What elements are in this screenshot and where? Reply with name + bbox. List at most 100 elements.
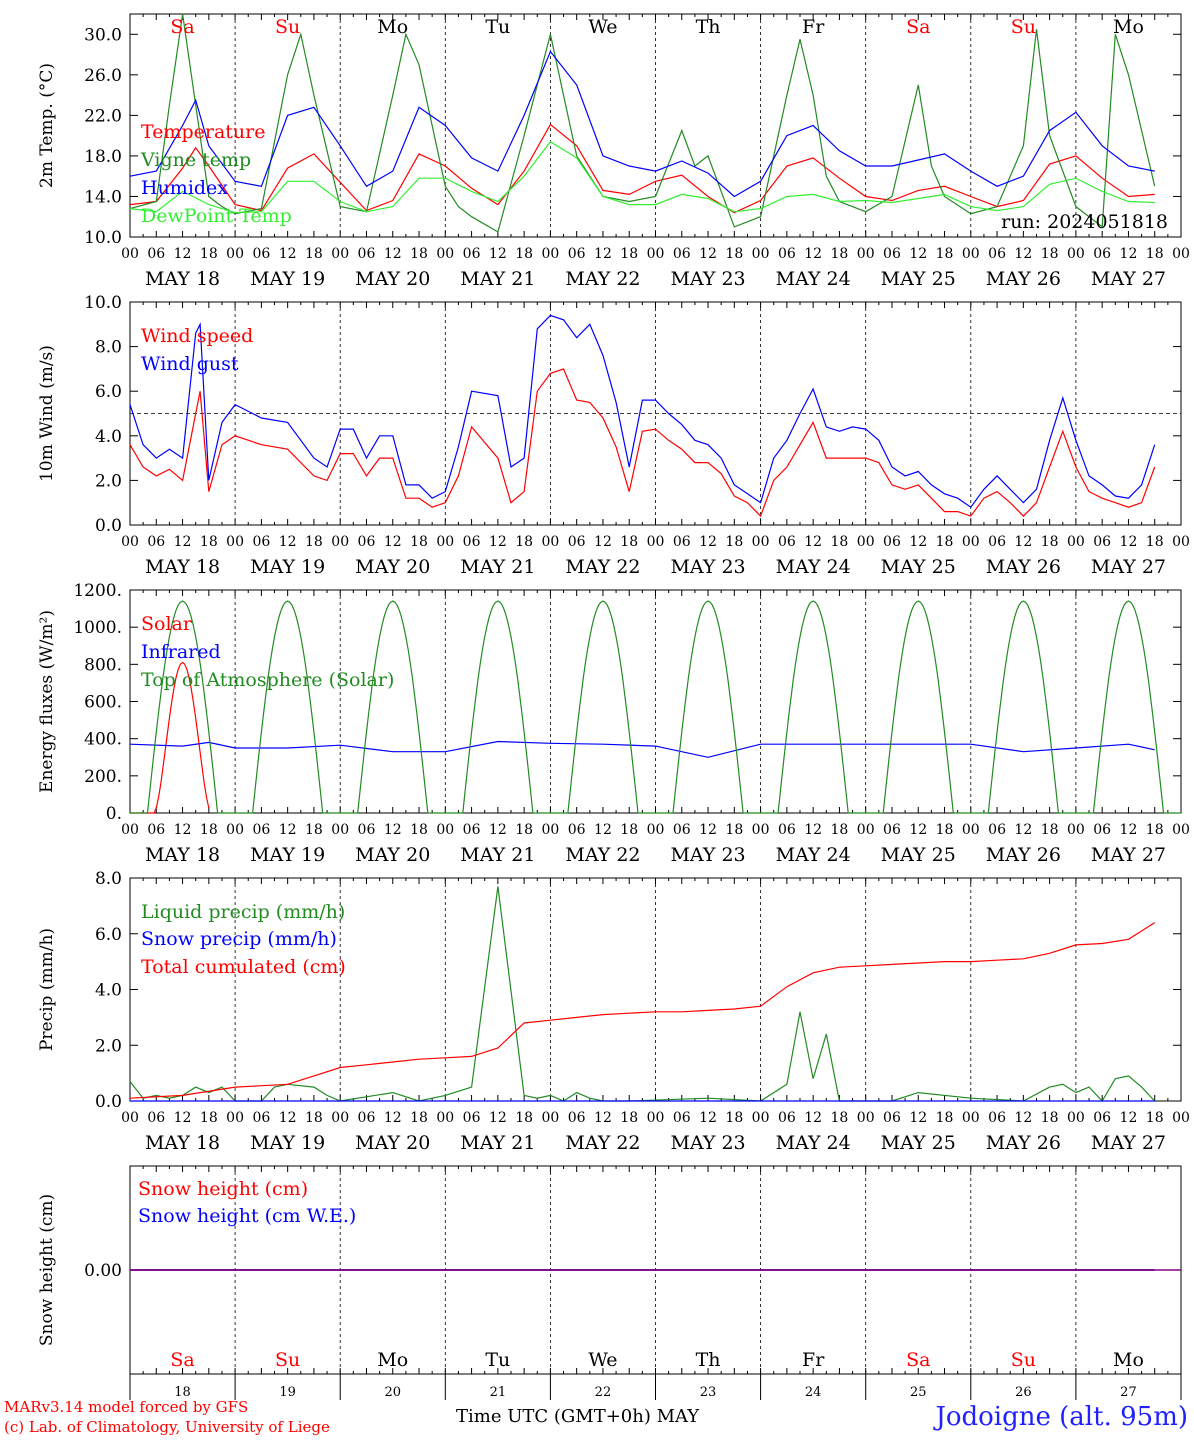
panel-frame	[129, 589, 1182, 814]
legend-entry: DewPoint Temp	[141, 205, 292, 227]
hour-tick-label: 12	[384, 1110, 402, 1126]
hour-tick-label: 12	[594, 534, 612, 550]
legend-entry: Top of Atmosphere (Solar)	[141, 669, 394, 691]
day-number-label: 26	[1015, 1385, 1032, 1400]
legend-entry: Wind gust	[141, 353, 239, 375]
hour-tick-label: 12	[594, 1110, 612, 1126]
date-label: MAY 18	[145, 844, 220, 866]
hour-tick-label: 12	[699, 534, 717, 550]
hour-tick-label: 18	[831, 534, 849, 550]
y-tick-label: 10.0	[84, 293, 122, 313]
y-tick-label: 2.0	[95, 471, 122, 491]
hour-tick-label: 00	[226, 534, 244, 550]
y-axis-label: 2m Temp. (°C)	[37, 63, 57, 188]
hour-tick-label: 06	[778, 1110, 796, 1126]
hour-tick-label: 06	[778, 246, 796, 262]
hour-tick-label: 12	[1014, 1110, 1032, 1126]
y-tick-label: 0.0	[95, 516, 122, 536]
lab-credit: (c) Lab. of Climatology, University of L…	[4, 1418, 330, 1436]
date-label: MAY 24	[776, 1132, 851, 1154]
hour-tick-label: 00	[436, 534, 454, 550]
date-label: MAY 23	[670, 1132, 745, 1154]
y-tick-label: 10.0	[84, 228, 122, 248]
weekday-label: Su	[275, 1349, 300, 1371]
day-number-label: 27	[1120, 1385, 1137, 1400]
date-label: MAY 25	[881, 1132, 956, 1154]
date-label: MAY 26	[986, 556, 1061, 578]
y-tick-label: 200.	[84, 767, 122, 787]
weekday-label: We	[588, 16, 617, 38]
hour-tick-label: 18	[200, 822, 218, 838]
y-axis-label: 10m Wind (m/s)	[37, 345, 57, 482]
hour-tick-label: 12	[909, 822, 927, 838]
day-number-label: 21	[490, 1385, 507, 1400]
hour-tick-label: 18	[936, 1110, 954, 1126]
weekday-label: Su	[1011, 1349, 1036, 1371]
hour-tick-label: 12	[804, 534, 822, 550]
date-label: MAY 26	[986, 268, 1061, 290]
y-tick-label: 400.	[84, 730, 122, 750]
hour-tick-label: 18	[200, 246, 218, 262]
date-label: MAY 27	[1091, 844, 1166, 866]
date-label: MAY 21	[460, 844, 535, 866]
hour-tick-label: 00	[752, 822, 770, 838]
hour-tick-label: 00	[647, 822, 665, 838]
hour-tick-label: 00	[647, 534, 665, 550]
x-axis-title: Time UTC (GMT+0h) MAY	[456, 1406, 699, 1427]
series-line-solar	[130, 661, 210, 814]
hour-tick-label: 18	[305, 1110, 323, 1126]
weekday-label: Mo	[377, 1349, 408, 1371]
series-line-vigne-temp	[129, 13, 1156, 233]
hour-tick-label: 00	[226, 246, 244, 262]
hour-tick-label: 12	[489, 822, 507, 838]
hour-tick-label: 06	[463, 1110, 481, 1126]
hour-tick-label: 00	[857, 1110, 875, 1126]
hour-tick-label: 18	[410, 822, 428, 838]
hour-tick-label: 00	[226, 1110, 244, 1126]
hour-tick-label: 18	[936, 822, 954, 838]
hour-tick-label: 18	[410, 246, 428, 262]
weekday-label: We	[588, 1349, 617, 1371]
legend-entry: Humidex	[141, 177, 228, 199]
hour-tick-label: 12	[174, 246, 192, 262]
panel-5	[129, 1165, 1182, 1400]
day-number-label: 19	[279, 1385, 296, 1400]
hour-tick-label: 06	[358, 246, 376, 262]
y-tick-label: 22.0	[84, 106, 122, 126]
hour-tick-label: 00	[1172, 246, 1190, 262]
weekday-label: Mo	[1113, 1349, 1144, 1371]
hour-tick-label: 00	[331, 822, 349, 838]
hour-tick-label: 18	[1041, 822, 1059, 838]
y-tick-label: 30.0	[84, 25, 122, 45]
hour-tick-label: 12	[279, 534, 297, 550]
series-line-infrared	[129, 740, 1155, 758]
hour-tick-label: 18	[620, 246, 638, 262]
hour-tick-label: 06	[988, 534, 1006, 550]
y-tick-label: 6.0	[95, 382, 122, 402]
hour-tick-label: 18	[725, 246, 743, 262]
hour-tick-label: 06	[358, 534, 376, 550]
y-tick-label: 26.0	[84, 66, 122, 86]
y-tick-label: 0.	[106, 804, 122, 824]
date-label: MAY 23	[670, 268, 745, 290]
hour-tick-label: 12	[699, 1110, 717, 1126]
date-label: MAY 19	[250, 844, 325, 866]
day-number-label: 22	[595, 1385, 612, 1400]
hour-tick-label: 12	[174, 534, 192, 550]
date-label: MAY 18	[145, 1132, 220, 1154]
hour-tick-label: 12	[804, 822, 822, 838]
hour-tick-label: 18	[725, 534, 743, 550]
hour-tick-label: 12	[279, 246, 297, 262]
hour-tick-label: 06	[463, 246, 481, 262]
date-label: MAY 23	[670, 556, 745, 578]
hour-tick-label: 12	[489, 1110, 507, 1126]
hour-tick-label: 18	[410, 1110, 428, 1126]
series-line-humidex	[129, 50, 1155, 198]
date-label: MAY 25	[881, 556, 956, 578]
hour-tick-label: 00	[226, 822, 244, 838]
hour-tick-label: 18	[305, 822, 323, 838]
legend-entry: Solar	[141, 613, 193, 635]
date-label: MAY 24	[776, 844, 851, 866]
date-label: MAY 26	[986, 844, 1061, 866]
